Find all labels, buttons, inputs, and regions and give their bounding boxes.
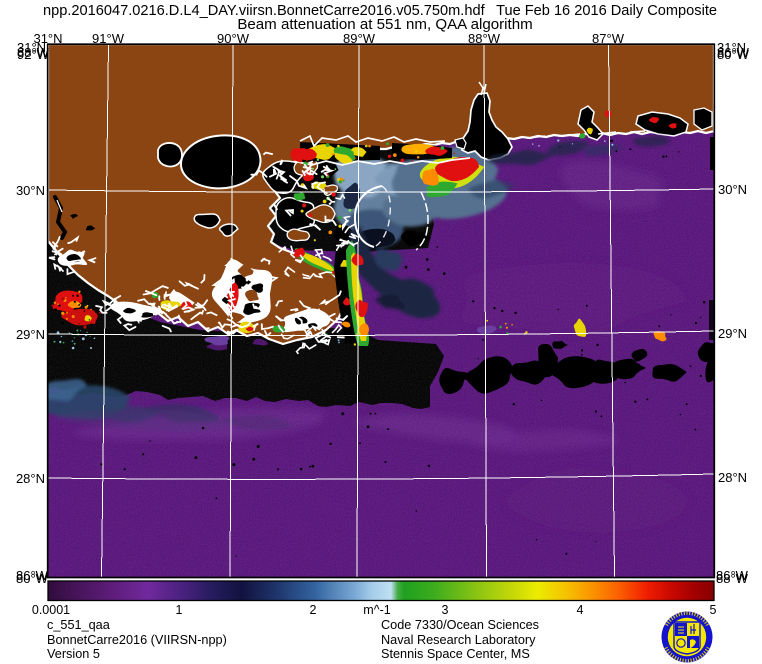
svg-text:1: 1 <box>176 603 183 617</box>
svg-text:Version 5: Version 5 <box>47 647 100 661</box>
svg-text:4: 4 <box>577 603 584 617</box>
svg-text:30°N: 30°N <box>718 182 747 197</box>
svg-text:m^-1: m^-1 <box>363 603 390 617</box>
svg-text:92°W: 92°W <box>17 47 50 62</box>
svg-text:29°N: 29°N <box>718 326 747 341</box>
svg-text:89°W: 89°W <box>343 31 376 46</box>
svg-text:2: 2 <box>310 603 317 617</box>
svg-text:88°W: 88°W <box>468 31 501 46</box>
svg-text:28°N: 28°N <box>718 470 747 485</box>
svg-text:npp.2016047.0216.D.L4_DAY.viir: npp.2016047.0216.D.L4_DAY.viirsn.BonnetC… <box>43 3 486 19</box>
svg-text:Tue Feb 16 2016 Daily Composit: Tue Feb 16 2016 Daily Composite <box>496 3 717 19</box>
svg-text:30°N: 30°N <box>16 183 45 198</box>
svg-text:Naval Research Laboratory: Naval Research Laboratory <box>381 633 536 647</box>
svg-text:91°W: 91°W <box>92 31 125 46</box>
svg-text:28°N: 28°N <box>16 471 45 486</box>
svg-text:88°W: 88°W <box>716 571 749 586</box>
svg-text:80°W: 80°W <box>16 571 49 586</box>
svg-text:31°N: 31°N <box>17 40 46 55</box>
svg-text:Beam attenuation at 551 nm, QA: Beam attenuation at 551 nm, QAA algorith… <box>237 16 532 33</box>
svg-text:c_551_qaa: c_551_qaa <box>47 618 111 632</box>
svg-text:90°W: 90°W <box>217 31 250 46</box>
svg-text:5: 5 <box>710 603 717 617</box>
svg-text:87°W: 87°W <box>592 31 625 46</box>
svg-text:Stennis Space Center, MS: Stennis Space Center, MS <box>381 647 530 661</box>
svg-text:86°W: 86°W <box>717 45 750 60</box>
svg-text:31°N: 31°N <box>33 31 62 46</box>
svg-text:3: 3 <box>442 603 449 617</box>
svg-text:0.0001: 0.0001 <box>32 603 70 617</box>
svg-text:80°W: 80°W <box>717 47 750 62</box>
svg-text:BonnetCarre2016 (VIIRSN-npp): BonnetCarre2016 (VIIRSN-npp) <box>47 633 227 647</box>
svg-text:86°W: 86°W <box>16 568 49 583</box>
svg-text:86°W: 86°W <box>716 568 749 583</box>
svg-text:88°W: 88°W <box>17 45 50 60</box>
svg-text:31°N: 31°N <box>717 40 746 55</box>
svg-text:Code 7330/Ocean Sciences: Code 7330/Ocean Sciences <box>381 618 539 632</box>
svg-text:29°N: 29°N <box>16 327 45 342</box>
